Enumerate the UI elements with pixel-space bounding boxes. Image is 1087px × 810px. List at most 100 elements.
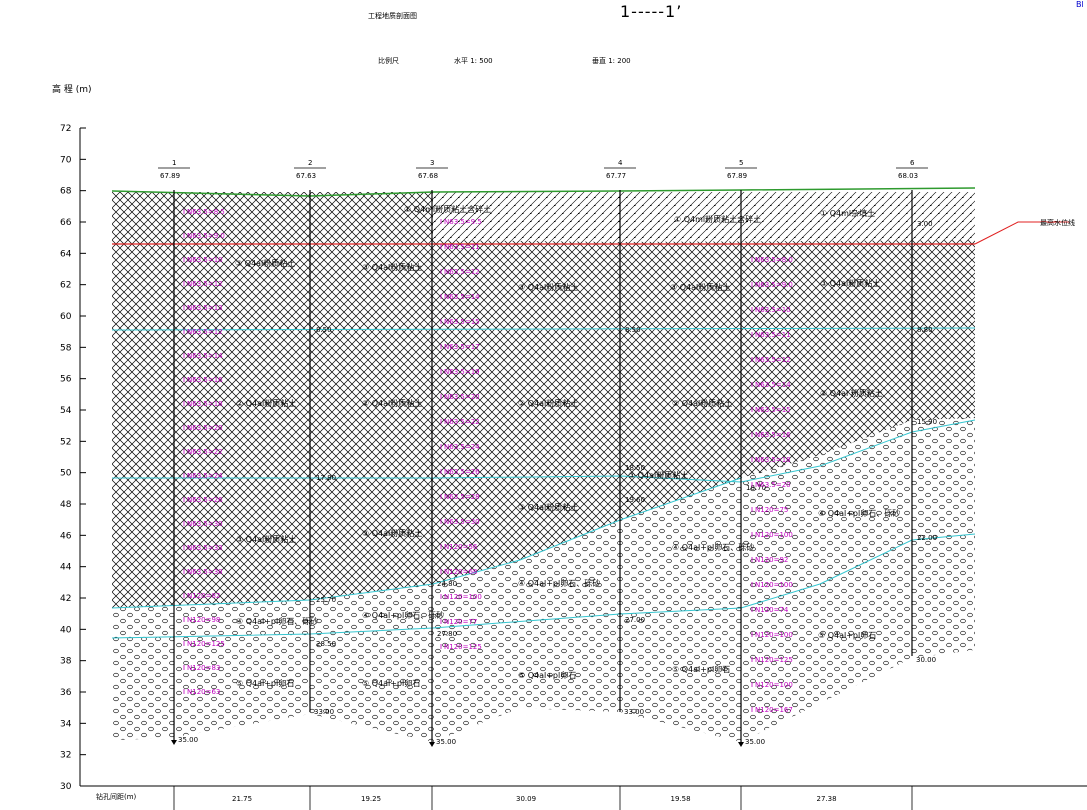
- svg-text:8.50: 8.50: [625, 326, 641, 334]
- spacing-table: 钻孔间距(m) 21.75 19.25 30.09 19.58 27.38: [80, 785, 1087, 810]
- spt-value: N120=92: [755, 556, 788, 564]
- boundary-4: [111, 477, 742, 609]
- spt-value: N63.5=9.0: [187, 232, 225, 240]
- y-axis-title: 高 程 (m): [52, 85, 92, 95]
- y-tick-label: 44: [60, 563, 72, 573]
- spt-value: N120=83: [187, 664, 220, 672]
- borehole-end-arrow: [429, 742, 435, 747]
- spt-value: N63.5=22: [187, 448, 223, 456]
- spt-value: N120=68: [444, 568, 477, 576]
- spacing-value: 30.09: [516, 795, 536, 803]
- borehole-id: 2: [308, 159, 312, 167]
- y-tick-label: 36: [60, 688, 72, 698]
- y-tick-label: 32: [60, 751, 71, 761]
- layer-labels: ① Q4ml粉质粘土含碎土 ① Q4ml粉质粘土含碎土 ① Q4ml杂填土 ③ …: [235, 204, 900, 688]
- spt-value: N120=75: [755, 506, 788, 514]
- spt-value: N63.5=24: [187, 472, 223, 480]
- spt-value: N120=100: [755, 681, 793, 689]
- borehole-depth: 35.00: [745, 738, 765, 746]
- boundary-2: [111, 327, 976, 331]
- svg-text:17.80: 17.80: [316, 474, 336, 482]
- distance-label: 钻孔间距(m): [96, 792, 137, 801]
- y-axis-ticks: 72 70 68 66 64 62 60 58 56 54 52 50 48 46 44 42 40 38 36 34…: [60, 124, 86, 792]
- spt-value: N120=125: [755, 656, 793, 664]
- spt-value: N63.5=9.5: [444, 218, 482, 226]
- spt-value: N63.5=30: [444, 518, 480, 526]
- spt-value: N63.5=9.0: [755, 281, 793, 289]
- y-tick-label: 64: [60, 249, 72, 259]
- svg-text:③ Q4al粉质粘土: ③ Q4al粉质粘土: [518, 502, 578, 512]
- y-tick-label: 46: [60, 531, 72, 541]
- y-tick-label: 30: [60, 782, 72, 792]
- spt-value: N63.5=11: [755, 331, 791, 339]
- svg-text:③ Q4al粉质粘土: ③ Q4al粉质粘土: [670, 282, 730, 292]
- borehole-end-arrow: [171, 740, 177, 745]
- svg-text:⑤ Q4al+pl卵石: ⑤ Q4al+pl卵石: [362, 678, 420, 688]
- y-tick-label: 72: [60, 124, 71, 134]
- svg-text:28.50: 28.50: [316, 640, 336, 648]
- spt-values: N63.5=8.5 N63.5=9.0 N63.5=10 N63.5=12 N63.5=…: [183, 208, 793, 714]
- spt-value: N63.5=20: [755, 481, 791, 489]
- spt-value: N120=74: [755, 606, 789, 614]
- y-tick-label: 52: [60, 437, 71, 447]
- svg-text:15.90: 15.90: [917, 418, 937, 426]
- svg-text:③ Q4al粉质粘土: ③ Q4al粉质粘土: [518, 282, 578, 292]
- y-tick-label: 48: [60, 500, 72, 510]
- spacing-value: 19.58: [671, 795, 691, 803]
- svg-text:27.80: 27.80: [437, 630, 457, 638]
- spt-value: N120=100: [755, 581, 793, 589]
- y-tick-label: 68: [60, 187, 72, 197]
- borehole-end-arrow: [738, 742, 744, 747]
- section-title: 1-----1’: [620, 2, 683, 21]
- spt-value: N63.5=19: [444, 368, 480, 376]
- svg-text:19.60: 19.60: [625, 496, 645, 504]
- spt-value: N63.5=18: [755, 456, 791, 464]
- borehole-depth: 30.00: [916, 656, 936, 664]
- spt-value: N63.5=38: [187, 568, 223, 576]
- spt-value: N120=100: [755, 531, 793, 539]
- y-tick-label: 50: [60, 469, 72, 479]
- spt-value: N63.5=30: [187, 520, 223, 528]
- scale-label: 比例尺: [378, 57, 399, 65]
- spt-value: N63.5=11: [444, 243, 480, 251]
- drawing-title: 工程地质剖面图: [368, 12, 417, 20]
- svg-text:27.00: 27.00: [625, 616, 645, 624]
- spt-value: N63.5=10: [755, 306, 791, 314]
- spt-value: N120=125: [444, 643, 482, 651]
- vertical-scale: 垂直 1: 200: [592, 57, 631, 65]
- layer-1-fill-hatch: [433, 192, 975, 242]
- y-tick-label: 34: [60, 719, 72, 729]
- borehole-id: 1: [172, 159, 176, 167]
- svg-text:⑤ Q4al+pl卵石: ⑤ Q4al+pl卵石: [236, 678, 294, 688]
- svg-text:③ Q4al粉质粘土: ③ Q4al粉质粘土: [820, 278, 880, 288]
- spt-value: N120=56: [444, 543, 478, 551]
- corner-mark: Bl: [1076, 0, 1084, 9]
- borehole-id: 5: [739, 159, 743, 167]
- svg-text:① Q4ml杂填土: ① Q4ml杂填土: [820, 208, 875, 218]
- spt-value: N63.5=20: [444, 393, 480, 401]
- spt-value: N63.5=13: [187, 304, 223, 312]
- y-tick-label: 42: [60, 594, 71, 604]
- spt-value: N120=63: [187, 688, 220, 696]
- y-tick-label: 58: [60, 343, 72, 353]
- borehole-elevation: 67.89: [160, 172, 180, 180]
- boreholes: 1 67.89 35.00 2 67.63 33.00 3 67.68 35.00 4 67.77 3…: [158, 159, 936, 747]
- borehole-elevation: 68.03: [898, 172, 918, 180]
- svg-text:8.80: 8.80: [917, 326, 933, 334]
- svg-text:④ Q4al+pl卵石、砾砂: ④ Q4al+pl卵石、砾砂: [236, 616, 318, 626]
- y-tick-label: 40: [60, 625, 72, 635]
- svg-text:8.50: 8.50: [316, 326, 332, 334]
- y-tick-label: 66: [60, 218, 72, 228]
- svg-text:24.80: 24.80: [437, 580, 457, 588]
- spt-value: N63.5=16: [755, 431, 791, 439]
- svg-text:⑤ Q4al+pl卵石: ⑤ Q4al+pl卵石: [818, 630, 876, 640]
- layer-2-3-clay: [112, 192, 975, 608]
- svg-text:⑤ Q4al+pl卵石: ⑤ Q4al+pl卵石: [518, 670, 576, 680]
- spt-value: N63.5=12: [187, 328, 223, 336]
- svg-text:3.00: 3.00: [917, 220, 933, 228]
- spt-value: N63.5=24: [444, 443, 480, 451]
- ground-surface: [111, 187, 976, 197]
- spt-value: N63.5=8.0: [755, 256, 793, 264]
- y-tick-label: 56: [60, 375, 72, 385]
